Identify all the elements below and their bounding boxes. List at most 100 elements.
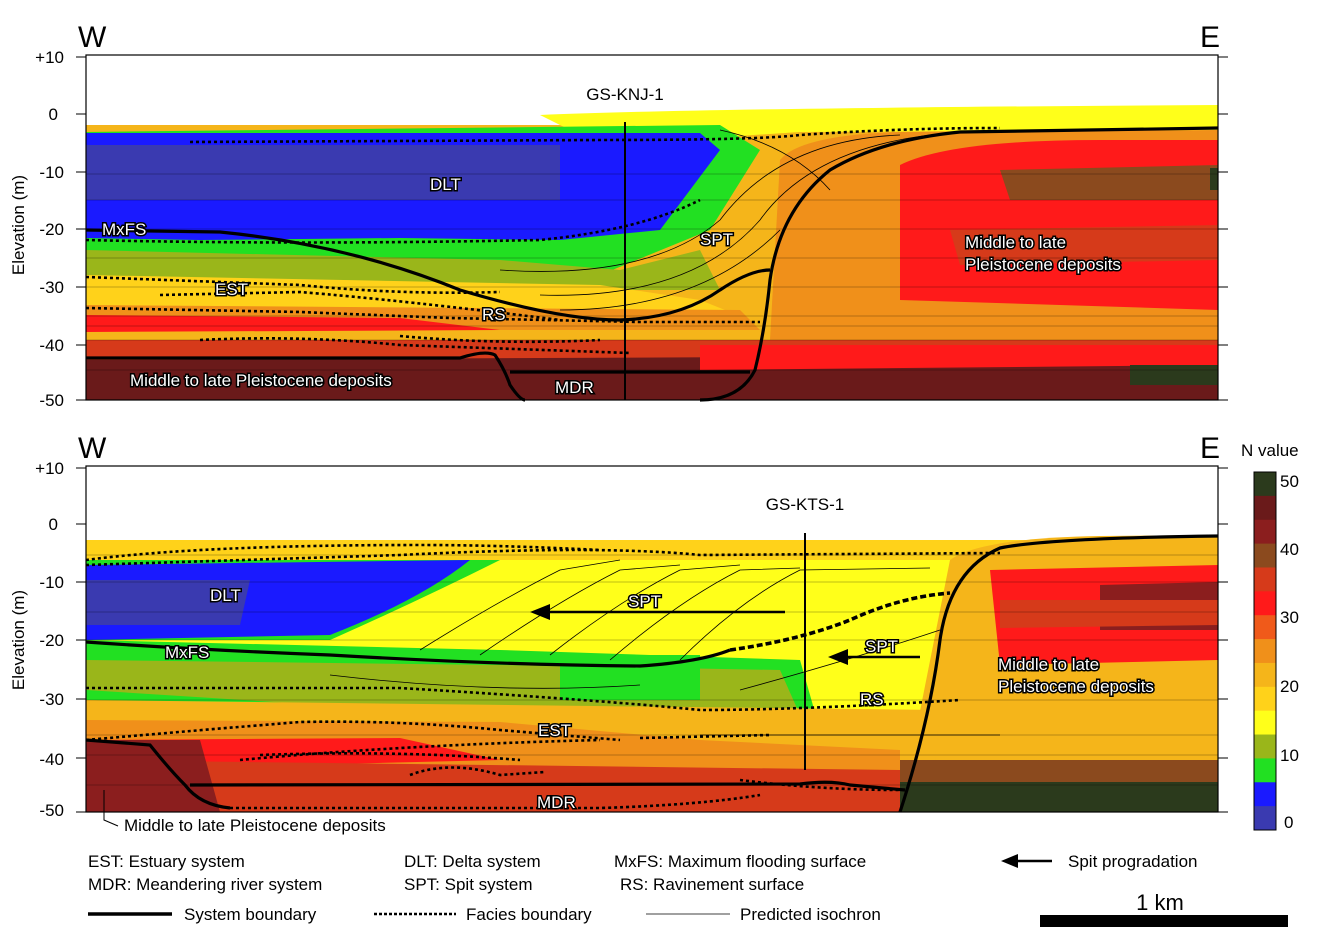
tick-label: +10 bbox=[35, 48, 64, 67]
colorbar-swatch bbox=[1254, 662, 1276, 688]
unit-label-mdr: MDR bbox=[537, 793, 576, 812]
isochron-lines bbox=[499, 129, 931, 311]
tick-label: +10 bbox=[35, 459, 64, 478]
unit-label-dlt: DLT bbox=[210, 586, 241, 605]
unit-label-est: EST bbox=[538, 721, 571, 740]
scale-label: 1 km bbox=[1136, 890, 1184, 915]
east-label: E bbox=[1200, 432, 1220, 465]
y-axis-label: Elevation (m) bbox=[9, 175, 28, 275]
y-ticks: +10 0 -10 -20 -30 -40 -50 bbox=[35, 48, 64, 410]
unit-label-est: EST bbox=[215, 280, 248, 299]
tick-label: -20 bbox=[39, 220, 64, 239]
tick-label: 0 bbox=[49, 105, 58, 124]
legend-system-boundary: System boundary bbox=[184, 905, 317, 924]
colorbar-swatch bbox=[1254, 782, 1276, 807]
colorbar-tick: 40 bbox=[1280, 540, 1299, 559]
legend-spt: SPT: Spit system bbox=[404, 875, 532, 894]
predicted-system-boundary bbox=[729, 591, 951, 652]
west-label: W bbox=[78, 432, 107, 465]
tick-marks bbox=[76, 56, 1228, 401]
unit-label-pleistocene-east: Middle to late bbox=[998, 655, 1099, 674]
colorbar-swatch bbox=[1254, 758, 1276, 783]
colorbar-swatch bbox=[1254, 543, 1276, 568]
legend-est: EST: Estuary system bbox=[88, 852, 245, 871]
colorbar-tick: 20 bbox=[1280, 677, 1299, 696]
colorbar-swatch bbox=[1254, 495, 1276, 521]
panel-frame bbox=[85, 465, 1219, 813]
colorbar-swatch bbox=[1254, 615, 1276, 640]
legend-dlt: DLT: Delta system bbox=[404, 852, 541, 871]
unit-label-mxfs: MxFS bbox=[165, 643, 209, 662]
colorbar-swatch bbox=[1254, 567, 1276, 592]
colorbar-tick: 30 bbox=[1280, 608, 1299, 627]
unit-labels: DLT MxFS SPT SPT RS EST MDR Middle to la… bbox=[164, 585, 1156, 814]
y-ticks: +10 0 -10 -20 -30 -40 -50 bbox=[35, 459, 64, 820]
unit-labels: DLT MxFS SPT EST RS MDR Middle to late P… bbox=[101, 174, 1123, 399]
colorbar-swatch bbox=[1254, 686, 1276, 712]
unit-label-spt: SPT bbox=[865, 637, 898, 656]
unit-label-pleistocene-west: Middle to late Pleistocene deposits bbox=[124, 816, 386, 835]
colorbar-frame bbox=[1253, 471, 1277, 831]
legend-spit-progradation: Spit progradation bbox=[1068, 852, 1197, 871]
colorbar-swatch bbox=[1254, 734, 1276, 759]
tick-label: -30 bbox=[39, 690, 64, 709]
legend-predicted-isochron: Predicted isochron bbox=[740, 905, 881, 924]
isochron-lines bbox=[329, 559, 1000, 736]
west-label: W bbox=[78, 21, 107, 54]
colorbar-swatch bbox=[1254, 591, 1276, 616]
system-boundaries bbox=[85, 126, 1219, 402]
legend-arrow-icon bbox=[1001, 854, 1052, 868]
colorbar-swatch bbox=[1254, 472, 1276, 497]
n-value-colorbar: N value 50 40 30 20 10 0 bbox=[1241, 441, 1299, 832]
colorbar-ticks: 50 40 30 20 10 0 bbox=[1280, 472, 1299, 832]
unit-label-mdr: MDR bbox=[555, 378, 594, 397]
colorbar-tick: 50 bbox=[1280, 472, 1299, 491]
tick-label: -10 bbox=[39, 163, 64, 182]
panel-kts: W E Elevation (m) +10 0 -10 -20 -30 -40 … bbox=[9, 432, 1228, 835]
tick-label: 0 bbox=[49, 515, 58, 534]
tick-marks bbox=[76, 467, 1228, 813]
colorbar-swatch bbox=[1254, 710, 1276, 736]
unit-label-pleistocene-east: Middle to late bbox=[965, 233, 1066, 252]
panel-frame bbox=[85, 54, 1219, 401]
tick-label: -30 bbox=[39, 278, 64, 297]
system-boundaries bbox=[85, 534, 1219, 813]
colorbar-tick: 0 bbox=[1284, 813, 1293, 832]
legend-facies-boundary: Facies boundary bbox=[466, 905, 592, 924]
leader-line bbox=[103, 790, 119, 827]
panel-knj: W E Elevation (m) +10 0 -10 -20 -30 -40 … bbox=[9, 21, 1228, 410]
unit-label-mxfs: MxFS bbox=[102, 220, 146, 239]
unit-label-pleistocene-east: Pleistocene deposits bbox=[998, 677, 1154, 696]
colorbar-swatch bbox=[1254, 806, 1276, 831]
facies-boundaries bbox=[85, 543, 1001, 810]
legend-rs: RS: Ravinement surface bbox=[620, 875, 804, 894]
unit-label-dlt: DLT bbox=[430, 175, 461, 194]
spit-arrow bbox=[828, 649, 920, 665]
borehole-label: GS-KTS-1 bbox=[766, 495, 844, 514]
colorbar-tick: 10 bbox=[1280, 746, 1299, 765]
unit-label-rs: RS bbox=[482, 305, 506, 324]
legend-mxfs: MxFS: Maximum flooding surface bbox=[614, 852, 866, 871]
unit-label-spt: SPT bbox=[628, 592, 661, 611]
tick-label: -20 bbox=[39, 631, 64, 650]
colorbar-swatch bbox=[1254, 639, 1276, 664]
tick-label: -50 bbox=[39, 391, 64, 410]
tick-label: -50 bbox=[39, 801, 64, 820]
unit-label-pleistocene-west: Middle to late Pleistocene deposits bbox=[130, 371, 392, 390]
unit-label-rs: RS bbox=[860, 690, 884, 709]
scale-bar bbox=[1040, 915, 1288, 927]
tick-label: -10 bbox=[39, 573, 64, 592]
unit-label-pleistocene-east: Pleistocene deposits bbox=[965, 255, 1121, 274]
facies-boundaries bbox=[85, 126, 1001, 355]
tick-label: -40 bbox=[39, 750, 64, 769]
legend: EST: Estuary system DLT: Delta system Mx… bbox=[88, 852, 1288, 927]
colorbar-swatches bbox=[1254, 472, 1276, 831]
east-label: E bbox=[1200, 21, 1220, 54]
colorbar-title: N value bbox=[1241, 441, 1299, 460]
unit-label-spt: SPT bbox=[700, 230, 733, 249]
borehole-label: GS-KNJ-1 bbox=[586, 85, 663, 104]
tick-label: -40 bbox=[39, 336, 64, 355]
legend-mdr: MDR: Meandering river system bbox=[88, 875, 322, 894]
